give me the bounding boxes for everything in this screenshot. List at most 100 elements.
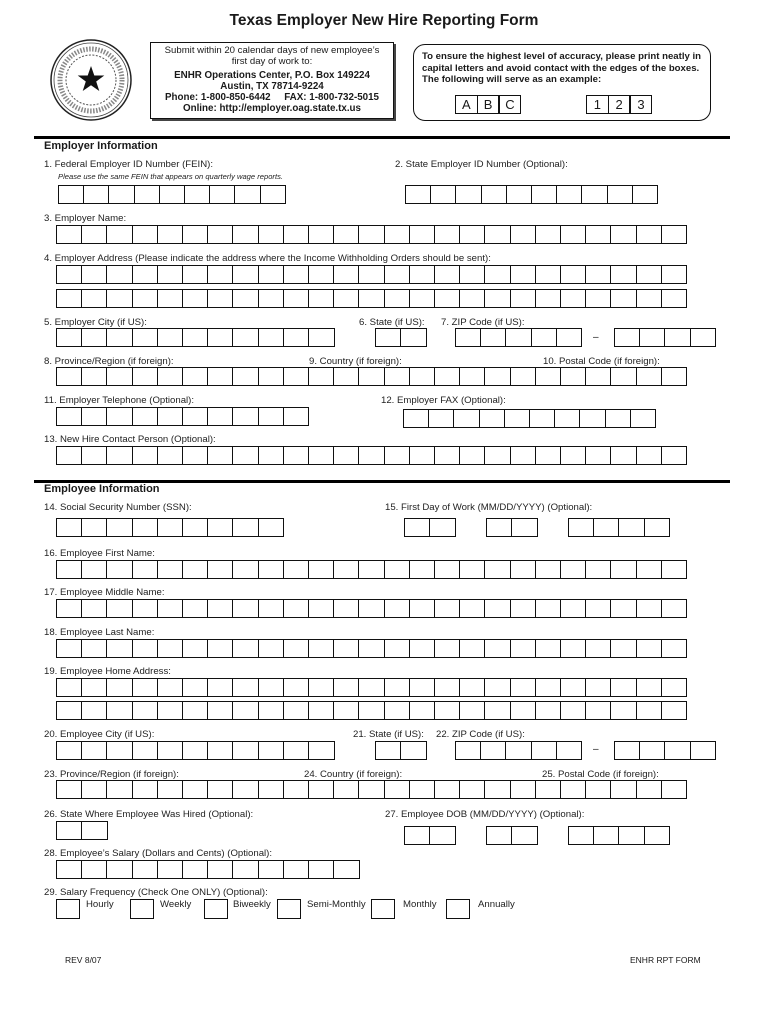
- character-box[interactable]: [505, 328, 532, 347]
- character-box[interactable]: [257, 560, 285, 579]
- character-box[interactable]: [480, 185, 508, 204]
- character-box[interactable]: [404, 826, 431, 845]
- character-box[interactable]: [635, 367, 663, 386]
- character-box[interactable]: [131, 599, 159, 618]
- character-box[interactable]: [560, 639, 587, 658]
- character-box[interactable]: [232, 741, 260, 760]
- character-box[interactable]: [554, 409, 581, 428]
- character-box[interactable]: [610, 639, 638, 658]
- state-hired-input[interactable]: [56, 821, 108, 840]
- character-box[interactable]: [579, 409, 607, 428]
- character-box[interactable]: [534, 560, 562, 579]
- character-box[interactable]: [207, 560, 234, 579]
- character-box[interactable]: [282, 367, 310, 386]
- character-box[interactable]: [610, 599, 638, 618]
- character-box[interactable]: [484, 599, 512, 618]
- character-box[interactable]: [358, 446, 386, 465]
- character-box[interactable]: [106, 407, 133, 426]
- character-box[interactable]: [593, 826, 620, 845]
- character-box[interactable]: [459, 560, 486, 579]
- character-box[interactable]: [610, 701, 638, 720]
- character-box[interactable]: [156, 780, 184, 799]
- character-box[interactable]: [106, 518, 133, 537]
- character-box[interactable]: [333, 367, 360, 386]
- character-box[interactable]: [282, 446, 310, 465]
- character-box[interactable]: [182, 860, 209, 879]
- character-box[interactable]: [459, 289, 486, 308]
- character-box[interactable]: [56, 701, 83, 720]
- character-box[interactable]: [282, 701, 310, 720]
- salary-input[interactable]: [56, 860, 360, 879]
- employer-province-country-postal-input[interactable]: [56, 367, 688, 386]
- character-box[interactable]: [639, 741, 666, 760]
- character-box[interactable]: [308, 678, 335, 697]
- character-box[interactable]: [282, 289, 310, 308]
- character-box[interactable]: [234, 185, 262, 204]
- character-box[interactable]: [156, 860, 184, 879]
- character-box[interactable]: [182, 639, 209, 658]
- character-box[interactable]: [209, 185, 236, 204]
- biweekly-checkbox[interactable]: [204, 899, 228, 919]
- employee-city-input[interactable]: [56, 741, 335, 760]
- character-box[interactable]: [560, 599, 587, 618]
- character-box[interactable]: [333, 599, 360, 618]
- character-box[interactable]: [232, 367, 260, 386]
- character-box[interactable]: [664, 328, 691, 347]
- character-box[interactable]: [434, 367, 461, 386]
- character-box[interactable]: [534, 367, 562, 386]
- character-box[interactable]: [207, 328, 234, 347]
- character-box[interactable]: [434, 225, 461, 244]
- character-box[interactable]: [503, 409, 531, 428]
- character-box[interactable]: [585, 225, 612, 244]
- character-box[interactable]: [257, 639, 285, 658]
- character-box[interactable]: [664, 741, 691, 760]
- character-box[interactable]: [383, 367, 411, 386]
- character-box[interactable]: [530, 741, 558, 760]
- character-box[interactable]: [484, 780, 512, 799]
- character-box[interactable]: [308, 367, 335, 386]
- character-box[interactable]: [257, 741, 285, 760]
- character-box[interactable]: [182, 701, 209, 720]
- character-box[interactable]: [383, 289, 411, 308]
- character-box[interactable]: [643, 518, 671, 537]
- character-box[interactable]: [660, 289, 688, 308]
- employee-state-input[interactable]: [375, 741, 427, 760]
- character-box[interactable]: [182, 289, 209, 308]
- character-box[interactable]: [635, 225, 663, 244]
- character-box[interactable]: [156, 639, 184, 658]
- character-box[interactable]: [660, 446, 688, 465]
- character-box[interactable]: [434, 289, 461, 308]
- character-box[interactable]: [509, 701, 537, 720]
- character-box[interactable]: [131, 518, 159, 537]
- character-box[interactable]: [56, 518, 83, 537]
- character-box[interactable]: [606, 185, 634, 204]
- character-box[interactable]: [484, 446, 512, 465]
- character-box[interactable]: [358, 780, 386, 799]
- character-box[interactable]: [610, 678, 638, 697]
- character-box[interactable]: [333, 446, 360, 465]
- character-box[interactable]: [530, 328, 558, 347]
- character-box[interactable]: [459, 265, 486, 284]
- character-box[interactable]: [56, 265, 83, 284]
- state-employer-id-input[interactable]: [405, 185, 659, 204]
- character-box[interactable]: [182, 265, 209, 284]
- character-box[interactable]: [459, 639, 486, 658]
- character-box[interactable]: [282, 265, 310, 284]
- character-box[interactable]: [428, 409, 455, 428]
- character-box[interactable]: [232, 407, 260, 426]
- character-box[interactable]: [232, 599, 260, 618]
- character-box[interactable]: [408, 367, 436, 386]
- character-box[interactable]: [585, 780, 612, 799]
- character-box[interactable]: [509, 289, 537, 308]
- character-box[interactable]: [408, 560, 436, 579]
- fein-input[interactable]: [58, 185, 287, 204]
- character-box[interactable]: [408, 265, 436, 284]
- character-box[interactable]: [81, 639, 108, 658]
- character-box[interactable]: [156, 328, 184, 347]
- character-box[interactable]: [610, 446, 638, 465]
- character-box[interactable]: [560, 701, 587, 720]
- character-box[interactable]: [81, 741, 108, 760]
- character-box[interactable]: [635, 599, 663, 618]
- character-box[interactable]: [486, 826, 513, 845]
- character-box[interactable]: [484, 289, 512, 308]
